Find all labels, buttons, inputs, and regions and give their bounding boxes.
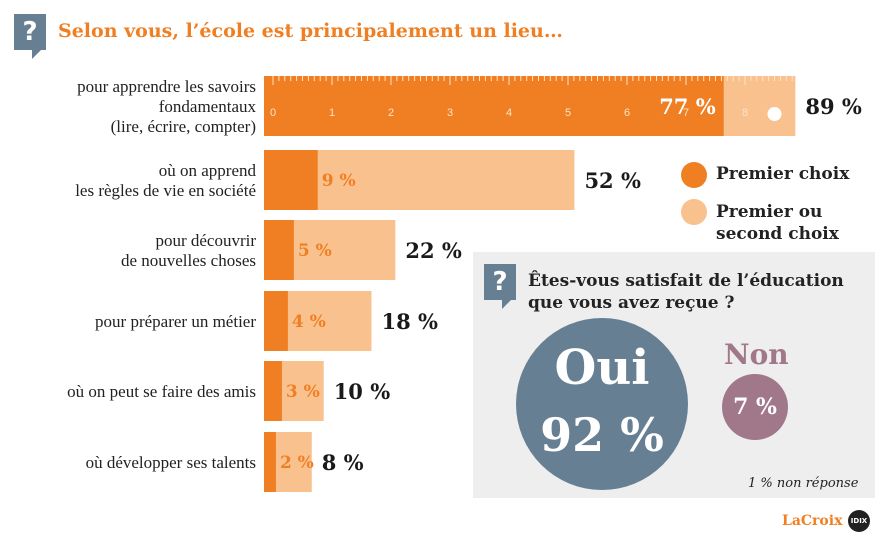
category-label: (lire, écrire, compter) [111, 117, 256, 136]
legend-label-line1: Premier ou [716, 202, 823, 222]
data-label-total: 18 % [381, 309, 438, 334]
legend-label-line2: second choix [716, 224, 839, 244]
idix-badge: IDIX [848, 510, 870, 532]
data-label-total: 8 % [322, 450, 364, 475]
legend-swatch-first-or-second [681, 199, 707, 225]
non-label: Non [724, 338, 789, 371]
scale-tick-label: 0 [270, 107, 276, 119]
scale-tick-label: 5 [565, 107, 571, 119]
oui-value: 92 % [540, 408, 664, 462]
scale-tick-label: 6 [624, 107, 630, 119]
data-label-total: 89 % [805, 94, 862, 119]
scale-tick-label: 1 [329, 107, 335, 119]
bar-first-choice [264, 291, 288, 351]
category-label: pour apprendre les savoirs [77, 77, 256, 96]
bar-first-choice [264, 432, 276, 492]
data-label-total: 10 % [334, 379, 391, 404]
data-label-first-choice: 77 % [659, 94, 716, 119]
category-label: pour préparer un métier [95, 312, 256, 331]
legend-label-first-or-second: Premier ou second choix [716, 201, 839, 245]
category-label: de nouvelles choses [121, 251, 256, 270]
data-label-first-choice: 4 % [292, 312, 326, 332]
no-response-note: 1 % non réponse [748, 476, 859, 491]
category-label: pour découvrir [155, 231, 256, 250]
legend-swatch-first-choice [681, 162, 707, 188]
legend-label-first-choice: Premier choix [716, 164, 850, 184]
data-label-first-choice: 9 % [322, 171, 356, 191]
scale-tick-label: 4 [506, 107, 512, 119]
bar-first-choice [264, 220, 294, 280]
data-label-first-choice: 2 % [280, 453, 314, 473]
category-label: fondamentaux [159, 97, 257, 116]
survey-question: Êtes-vous satisfait de l’éducation que v… [528, 270, 858, 314]
oui-label: Oui [554, 340, 650, 396]
data-label-total: 22 % [405, 238, 462, 263]
bar-first-choice [264, 150, 318, 210]
oui-circle: Oui 92 % [516, 318, 688, 490]
question-badge-icon: ? [14, 14, 46, 59]
brand-wordmark: LaCroix [782, 513, 843, 529]
category-label: où on apprend [159, 161, 257, 180]
survey-question-line2: que vous avez reçue ? [528, 293, 735, 313]
non-value: 7 % [733, 394, 777, 420]
data-label-total: 52 % [584, 168, 641, 193]
scale-tick-label: 8 [742, 107, 748, 119]
category-label: où développer ses talents [86, 453, 256, 472]
data-label-first-choice: 3 % [286, 382, 320, 402]
scale-tick-label: 7 [683, 107, 689, 119]
category-label: où on peut se faire des amis [67, 382, 256, 401]
non-circle: 7 % [722, 374, 788, 440]
chart-title: Selon vous, l’école est principalement u… [58, 20, 563, 42]
category-label: les règles de vie en société [75, 181, 256, 200]
data-label-first-choice: 5 % [298, 241, 332, 261]
scale-tick-label: 3 [447, 107, 453, 119]
scale-marker-icon [767, 107, 782, 121]
survey-question-line1: Êtes-vous satisfait de l’éducation [528, 271, 844, 291]
scale-tick-label: 2 [388, 107, 394, 119]
bar-first-choice [264, 361, 282, 421]
bar-first-choice [264, 76, 724, 136]
survey-question-badge-icon: ? [484, 264, 516, 309]
